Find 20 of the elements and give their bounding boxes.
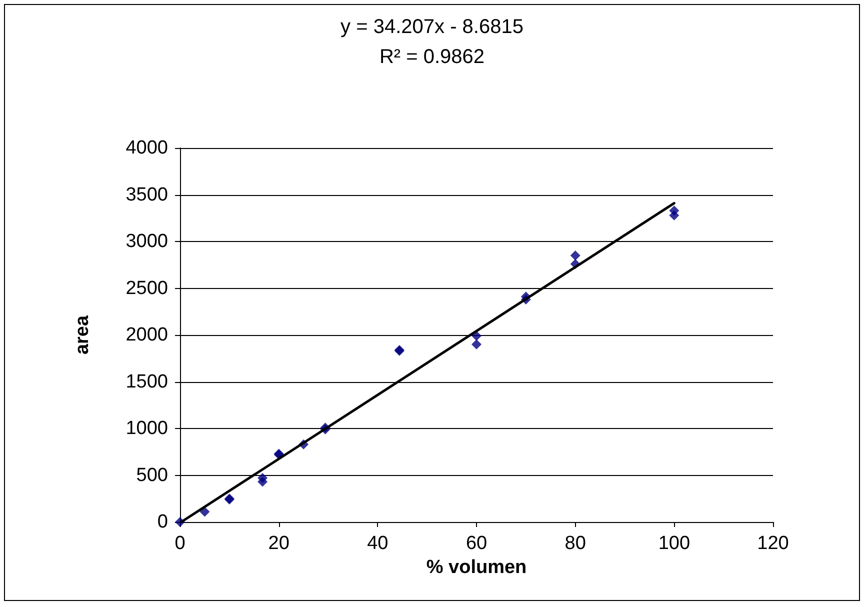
x-tick-label: 100 [658, 533, 690, 554]
x-tick-label: 0 [174, 533, 186, 554]
x-tick-label: 40 [367, 533, 388, 554]
y-tick-label: 1000 [126, 418, 168, 439]
y-tick-label: 0 [157, 512, 168, 532]
x-tick-label: 60 [466, 533, 488, 554]
y-tick-label: 1500 [126, 371, 168, 392]
y-tick-label: 2500 [126, 278, 168, 299]
y-tick-label: 3500 [126, 184, 168, 206]
y-tick-label: 500 [136, 464, 168, 486]
x-tick-label: 20 [268, 533, 290, 554]
x-tick-label: 80 [564, 533, 586, 554]
text: y = 34.207x - 8.6815 [340, 16, 524, 38]
y-tick-label: 3000 [126, 231, 168, 252]
text: R² = 0.9862 [379, 46, 485, 68]
y-tick-label: 4000 [126, 138, 168, 158]
x-axis-title: % volumen [426, 556, 527, 578]
x-tick-label: 120 [757, 533, 789, 554]
y-tick-label: 2000 [126, 324, 168, 346]
y-axis-title: area [72, 315, 93, 355]
